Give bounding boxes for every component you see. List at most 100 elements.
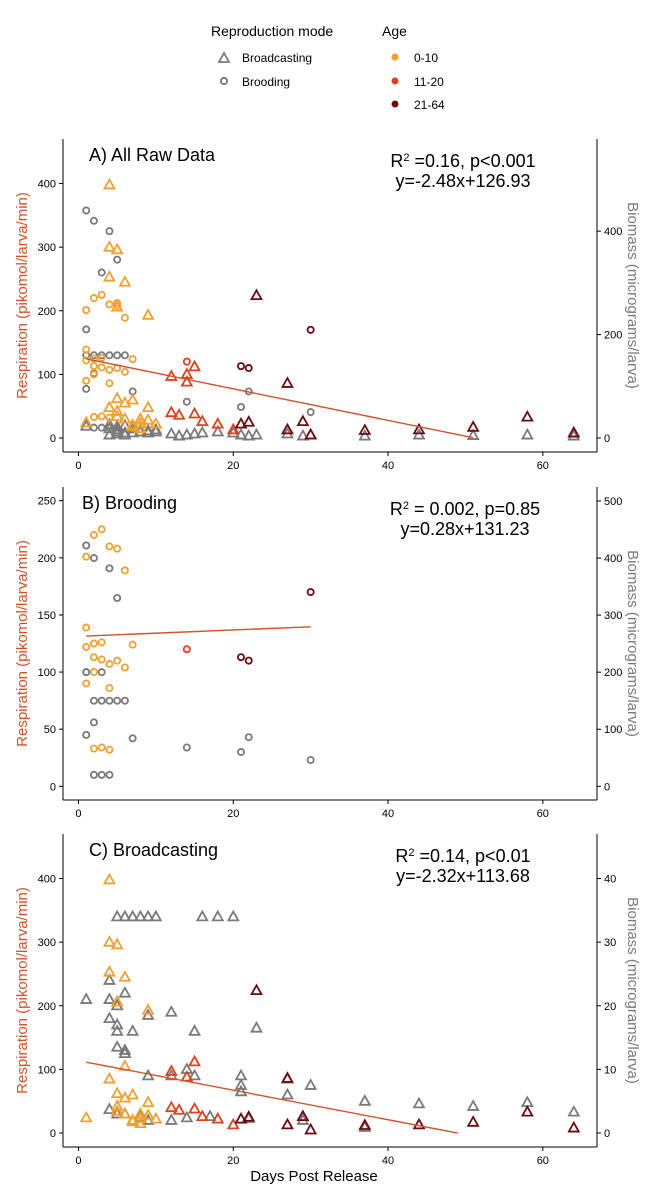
respiration-brooding-point <box>105 365 114 374</box>
respiration-broadcasting-point <box>520 1104 534 1117</box>
respiration-broadcasting-point <box>102 177 116 190</box>
respiration-broadcasting-point <box>280 1117 294 1130</box>
respiration-brooding-point <box>89 413 98 422</box>
y-tick-label: 200 <box>38 553 56 565</box>
biomass-broadcasting-point <box>102 1011 116 1024</box>
respiration-brooding-point <box>244 364 253 373</box>
respiration-broadcasting-point <box>280 422 294 435</box>
respiration-broadcasting-point <box>133 416 147 428</box>
respiration-brooding-point <box>306 325 315 334</box>
biomass-brooding-point <box>105 351 114 360</box>
biomass-broadcasting-point <box>118 986 132 998</box>
respiration-broadcasting-point <box>110 1086 124 1099</box>
biomass-broadcasting-point <box>234 1078 248 1090</box>
biomass-broadcasting-point <box>188 426 202 439</box>
biomass-broadcasting-point <box>118 909 132 922</box>
biomass-brooding-point <box>306 756 315 765</box>
respiration-broadcasting-point <box>110 391 124 404</box>
respiration-broadcasting-point <box>126 1114 140 1127</box>
x-tick-label: 40 <box>382 808 394 820</box>
respiration-broadcasting-point <box>141 413 155 425</box>
biomass-broadcasting-point <box>149 424 163 437</box>
respiration-brooding-point <box>82 552 91 561</box>
biomass-broadcasting-point <box>226 425 240 438</box>
x-tick-label: 60 <box>537 460 549 472</box>
biomass-brooding-point <box>97 770 106 779</box>
biomass-brooding-point <box>97 423 106 432</box>
y2-tick-label: 200 <box>604 667 622 679</box>
biomass-broadcasting-point <box>126 421 140 434</box>
biomass-broadcasting-point <box>358 1094 372 1106</box>
respiration-brooding-point <box>128 355 137 364</box>
biomass-broadcasting-point <box>133 909 147 922</box>
biomass-brooding-point <box>105 227 114 236</box>
respiration-brooding-point <box>120 367 129 376</box>
biomass-brooding-point <box>236 748 245 757</box>
respiration-brooding-point <box>82 642 91 651</box>
biomass-broadcasting-point <box>172 428 186 441</box>
biomass-broadcasting-point <box>102 427 116 440</box>
respiration-brooding-point <box>236 362 245 371</box>
respiration-brooding-point <box>97 412 106 421</box>
respiration-broadcasting-point <box>304 1122 318 1135</box>
biomass-broadcasting-point <box>195 425 209 438</box>
biomass-broadcasting-point <box>164 1113 178 1125</box>
respiration-brooding-point <box>97 290 106 299</box>
legend-dot-age-21-64 <box>391 100 399 108</box>
biomass-broadcasting-point <box>358 1120 372 1132</box>
y2-tick-label: 10 <box>604 1064 616 1076</box>
biomass-broadcasting-point <box>110 909 124 922</box>
legend-label-age-21-64: 21-64 <box>414 98 445 112</box>
biomass-broadcasting-point <box>520 1095 534 1108</box>
x-tick-label: 60 <box>537 808 549 820</box>
respiration-broadcasting-point <box>358 1118 372 1130</box>
respiration-broadcasting-point <box>234 1111 248 1124</box>
biomass-brooding-point <box>82 384 91 393</box>
biomass-broadcasting-point <box>412 1096 426 1109</box>
respiration-brooding-point <box>120 663 129 672</box>
respiration-broadcasting-point <box>133 1111 147 1123</box>
biomass-broadcasting-point <box>102 992 116 1004</box>
r2-annotation: R2 =0.14, p<0.01 <box>395 846 530 866</box>
biomass-broadcasting-point <box>110 1040 124 1052</box>
biomass-broadcasting-point <box>250 427 263 440</box>
panel-b-brooding: 0 20 40 60 0 50 100 150 200 250 0 100 200 300 400 500 Re… <box>14 487 641 820</box>
biomass-brooding-point <box>89 718 98 727</box>
respiration-broadcasting-point <box>110 1099 124 1111</box>
biomass-brooding-point <box>82 730 91 739</box>
biomass-brooding-point <box>105 564 114 573</box>
x-tick-label: 20 <box>227 808 239 820</box>
y-tick-label: 300 <box>38 937 56 949</box>
biomass-brooding-point <box>97 668 106 677</box>
y-tick-label: 100 <box>38 667 56 679</box>
respiration-broadcasting-point <box>110 409 124 421</box>
biomass-broadcasting-point <box>203 1109 217 1121</box>
biomass-brooding-point <box>89 554 98 563</box>
respiration-broadcasting-point <box>79 1110 93 1123</box>
y2-tick-label: 300 <box>604 610 622 622</box>
biomass-broadcasting-point <box>296 428 310 441</box>
biomass-brooding-point <box>120 696 129 705</box>
legend-item-age-21-64: 21-64 <box>391 98 445 112</box>
biomass-broadcasting-point <box>79 419 93 431</box>
respiration-broadcasting-point <box>110 404 124 416</box>
respiration-broadcasting-point <box>188 406 202 419</box>
legend-item-broadcasting: Broadcasting <box>217 51 312 65</box>
respiration-broadcasting-point <box>102 240 116 252</box>
respiration-brooding-point <box>97 353 106 362</box>
y-tick-label: 100 <box>38 1064 56 1076</box>
respiration-brooding-point <box>105 660 114 669</box>
respiration-broadcasting-point <box>195 1109 209 1121</box>
biomass-brooding-point <box>113 351 122 360</box>
biomass-broadcasting-point <box>149 909 163 922</box>
y-tick-label: 200 <box>38 306 56 318</box>
y2-tick-label: 0 <box>604 781 610 793</box>
y-tick-label: 150 <box>38 610 56 622</box>
respiration-brooding-point <box>89 370 98 379</box>
respiration-brooding-point <box>82 376 91 385</box>
biomass-broadcasting-point <box>188 1068 202 1081</box>
respiration-broadcasting-point <box>102 1071 116 1084</box>
biomass-broadcasting-point <box>164 1005 178 1017</box>
respiration-brooding-point <box>89 668 98 677</box>
respiration-broadcasting-point <box>164 1100 178 1113</box>
